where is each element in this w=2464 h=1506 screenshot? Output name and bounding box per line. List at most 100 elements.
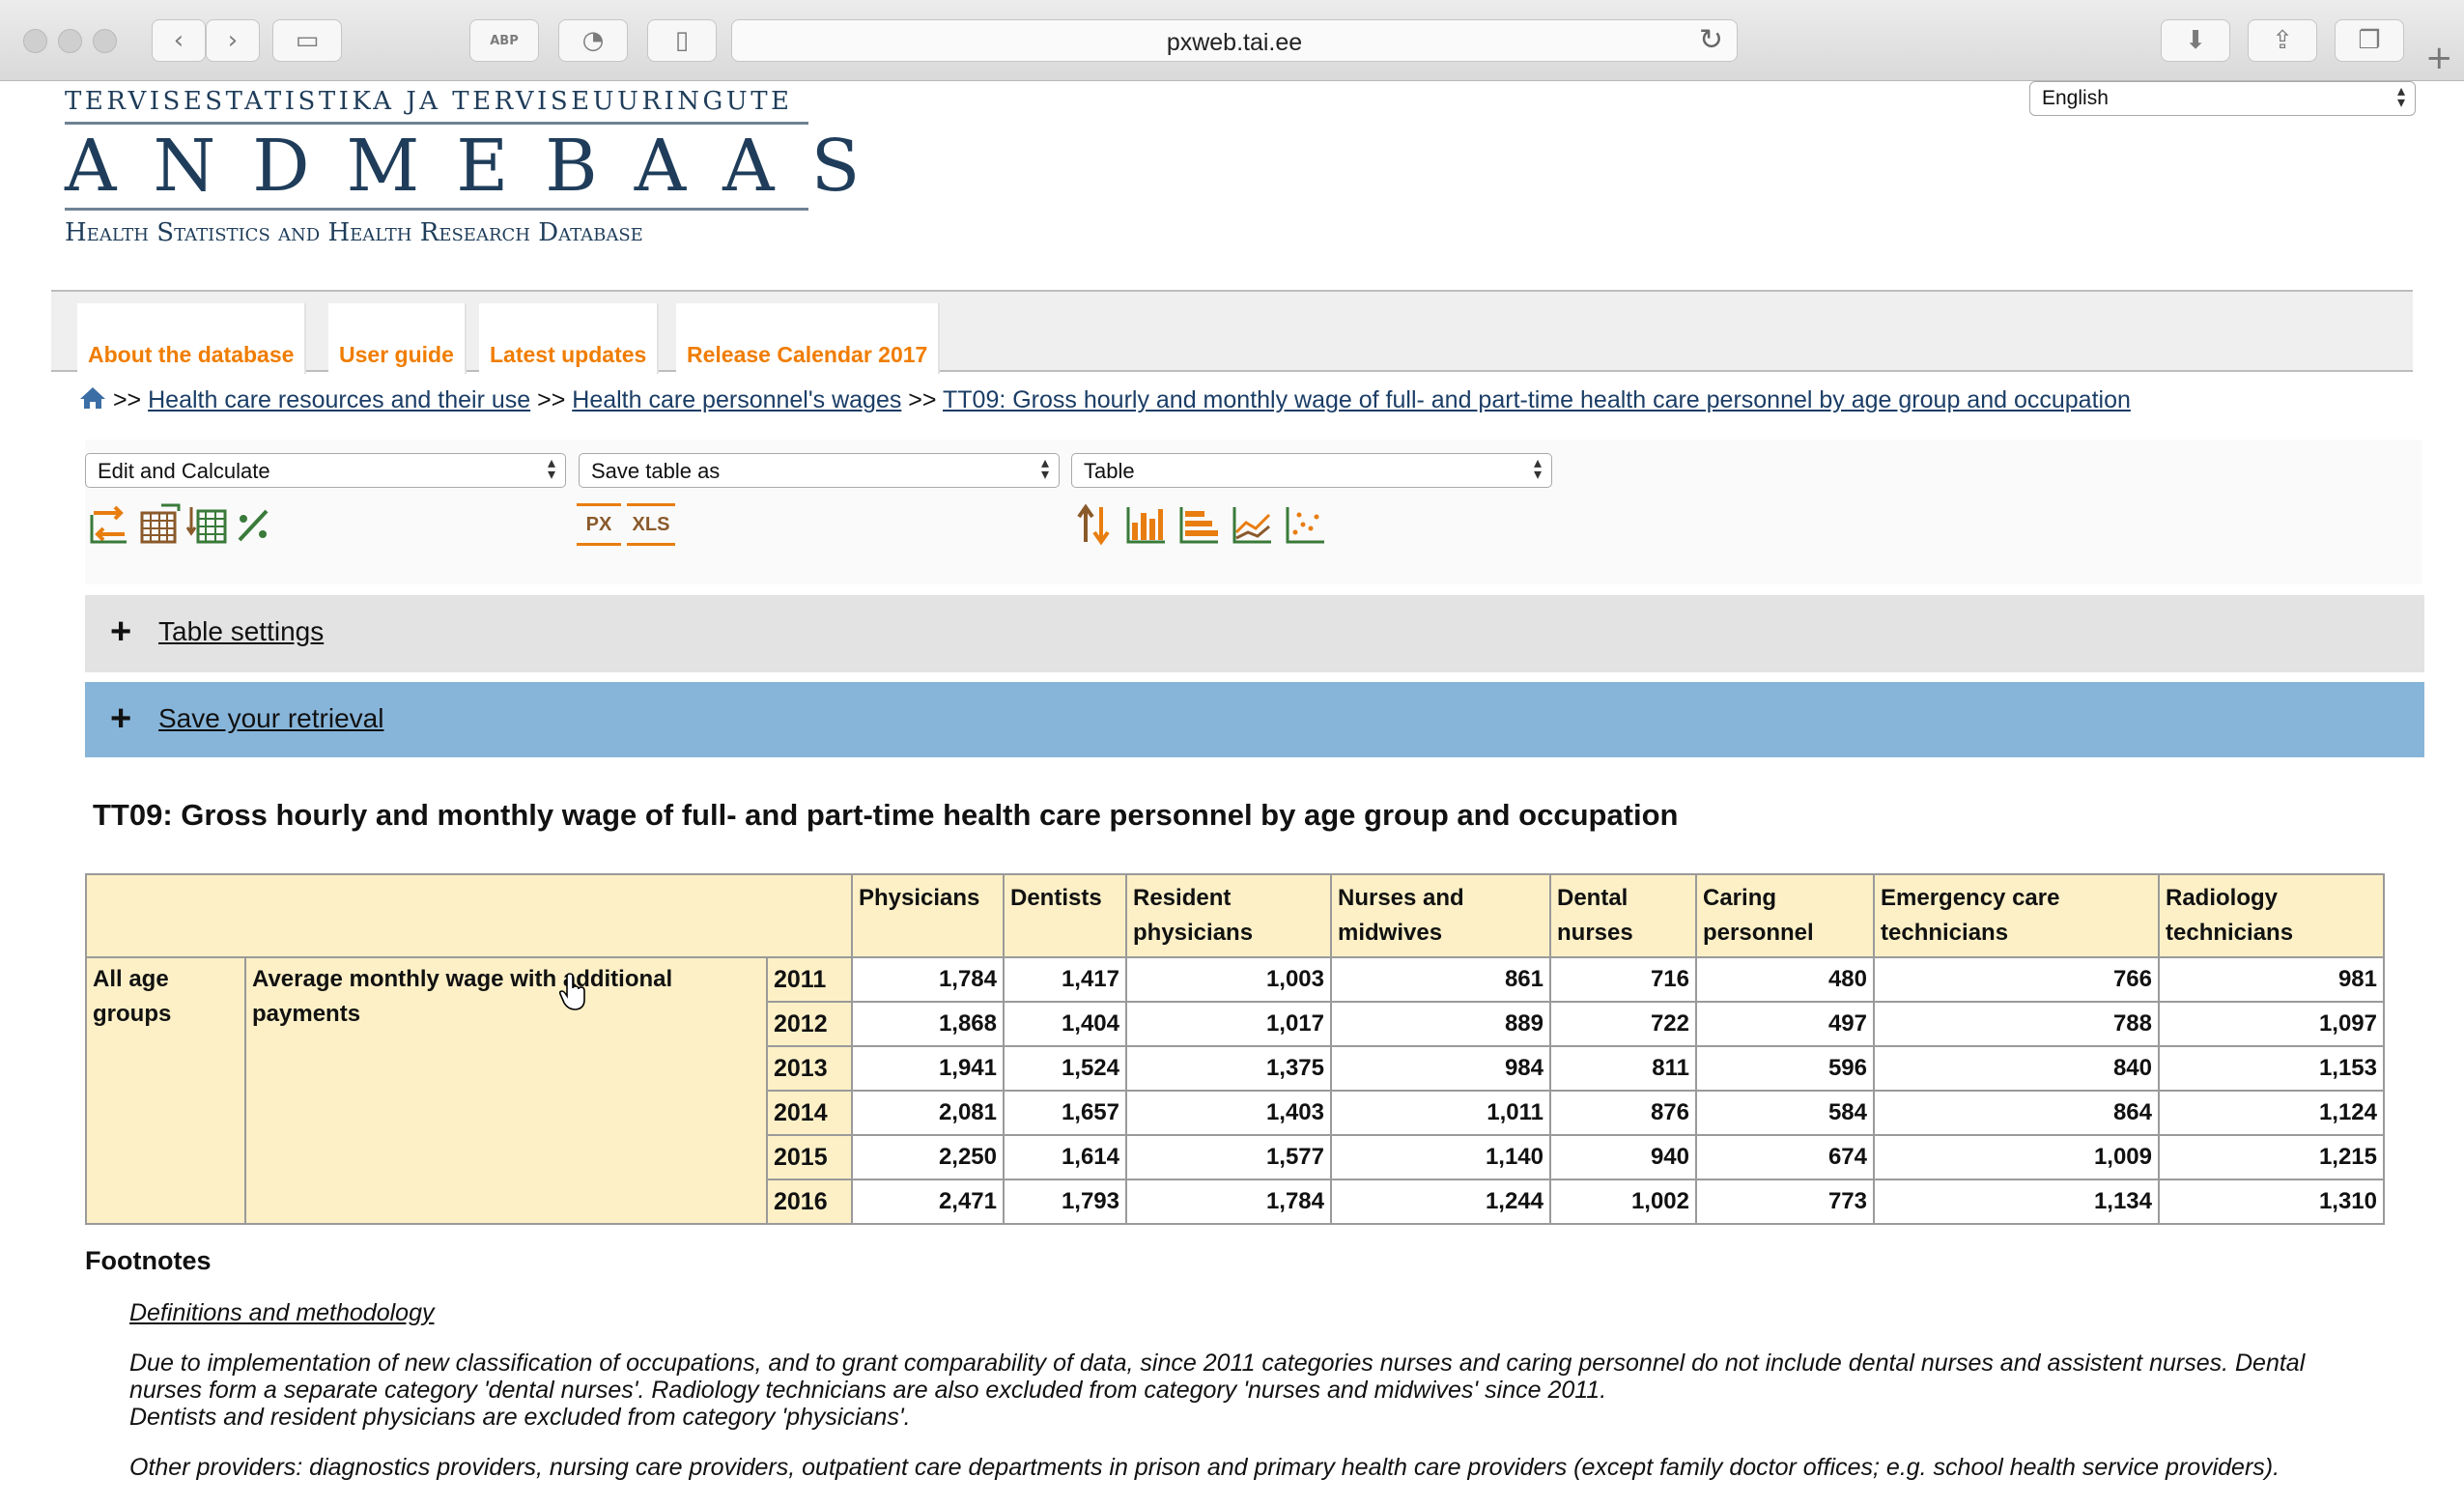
value-cell: 889 <box>1330 1001 1551 1047</box>
new-tab-icon[interactable]: + <box>2425 39 2453 77</box>
value-cell: 788 <box>1873 1001 2160 1047</box>
footnote-link-wrap: Definitions and methodology <box>129 1299 2380 1326</box>
view-value: Table <box>1084 459 1135 483</box>
table-row: 2012 1,868 1,404 1,017 889 722 497 788 1… <box>86 1001 2385 1047</box>
value-cell: 1,002 <box>1549 1179 1697 1225</box>
breadcrumb-link-resources[interactable]: Health care resources and their use <box>148 386 531 413</box>
breadcrumb-link-table[interactable]: TT09: Gross hourly and monthly wage of f… <box>943 386 2131 413</box>
value-cell: 1,097 <box>2158 1001 2385 1047</box>
download-icon[interactable]: ⬇ <box>2161 19 2230 62</box>
value-cell: 1,017 <box>1125 1001 1332 1047</box>
save-retrieval-panel[interactable]: + Save your retrieval <box>85 682 2424 757</box>
data-table: Physicians Dentists Resident physicians … <box>85 873 2385 1225</box>
value-cell: 861 <box>1330 956 1551 1003</box>
definitions-link[interactable]: Definitions and methodology <box>129 1299 435 1326</box>
value-cell: 1,403 <box>1125 1090 1332 1136</box>
nav-tab-release-calendar[interactable]: Release Calendar 2017 <box>676 303 941 374</box>
save-retrieval-link[interactable]: Save your retrieval <box>158 703 384 733</box>
column-header: Caring personnel <box>1695 873 1875 958</box>
footnote-text: Due to implementation of new classificat… <box>129 1350 2306 1404</box>
value-cell: 981 <box>2158 956 2385 1003</box>
forward-icon[interactable]: › <box>206 19 260 62</box>
nav-tab-user-guide[interactable]: User guide <box>328 303 467 374</box>
expand-plus-icon[interactable]: + <box>110 698 132 739</box>
value-cell: 1,614 <box>1003 1134 1127 1180</box>
language-select[interactable]: English ▴ ▾ <box>2029 81 2416 116</box>
back-icon[interactable]: ‹ <box>152 19 206 62</box>
minimize-window-button[interactable] <box>58 29 82 53</box>
home-icon[interactable] <box>79 386 106 410</box>
bar-chart-icon[interactable] <box>1124 503 1167 546</box>
table-calc-icon[interactable] <box>138 503 181 546</box>
nav-tab-about[interactable]: About the database <box>77 303 307 374</box>
value-cell: 584 <box>1695 1090 1875 1136</box>
column-header: Emergency care technicians <box>1873 873 2160 958</box>
year-cell: 2011 <box>766 956 853 1003</box>
value-cell: 1,868 <box>851 1001 1005 1047</box>
extension-icon[interactable]: ◔ <box>558 19 628 62</box>
close-window-button[interactable] <box>23 29 47 53</box>
column-header: Nurses and midwives <box>1330 873 1551 958</box>
footnote-text: Dentists and resident physicians are exc… <box>129 1404 911 1431</box>
breadcrumb: >> Health care resources and their use >… <box>79 386 2131 414</box>
value-cell: 1,153 <box>2158 1045 2385 1092</box>
year-cell: 2012 <box>766 1001 853 1047</box>
adblock-icon[interactable]: ABP <box>469 19 539 62</box>
breadcrumb-link-wages[interactable]: Health care personnel's wages <box>572 386 902 413</box>
edit-calculate-value: Edit and Calculate <box>98 459 270 483</box>
value-cell: 1,417 <box>1003 956 1127 1003</box>
value-cell: 876 <box>1549 1090 1697 1136</box>
stacked-bar-icon[interactable] <box>1177 503 1220 546</box>
value-cell: 766 <box>1873 956 2160 1003</box>
sidebar-icon[interactable]: ▭ <box>272 19 342 62</box>
reader-icon[interactable]: ▯ <box>647 19 717 62</box>
expand-plus-icon[interactable]: + <box>110 611 132 652</box>
view-select[interactable]: Table ▴ ▾ <box>1071 453 1552 488</box>
value-cell: 480 <box>1695 956 1875 1003</box>
site-logo[interactable]: Tervisestatistika ja terviseuuringute AN… <box>65 87 860 251</box>
select-arrows-icon: ▴ ▾ <box>2396 83 2405 111</box>
value-cell: 840 <box>1873 1045 2160 1092</box>
value-cell: 811 <box>1549 1045 1697 1092</box>
logo-line-top: Tervisestatistika ja terviseuuringute <box>65 87 808 125</box>
column-header: Physicians <box>851 873 1005 958</box>
hand-cursor-icon <box>558 973 585 1010</box>
table-row: 2016 2,471 1,793 1,784 1,244 1,002 773 1… <box>86 1179 2385 1225</box>
select-arrows-icon: ▴ ▾ <box>1040 455 1049 483</box>
breadcrumb-separator: >> <box>537 386 566 413</box>
table-settings-panel[interactable]: + Table settings <box>85 595 2424 672</box>
value-cell: 1,009 <box>1873 1134 2160 1180</box>
value-cell: 497 <box>1695 1001 1875 1047</box>
value-cell: 1,404 <box>1003 1001 1127 1047</box>
breadcrumb-separator: >> <box>908 386 937 413</box>
line-chart-icon[interactable] <box>1231 503 1273 546</box>
sort-table-icon[interactable] <box>1072 503 1115 546</box>
reload-icon[interactable]: ↻ <box>1698 23 1723 57</box>
year-cell: 2015 <box>766 1134 853 1180</box>
address-bar[interactable]: pxweb.tai.ee ↻ <box>731 19 1738 62</box>
table-settings-link[interactable]: Table settings <box>158 616 325 646</box>
save-table-value: Save table as <box>591 459 721 483</box>
value-cell: 1,375 <box>1125 1045 1332 1092</box>
percent-icon[interactable] <box>232 503 274 546</box>
save-xls-icon[interactable]: XLS <box>627 503 675 546</box>
age-group-cell: All age groups <box>85 956 246 1225</box>
value-cell: 864 <box>1873 1090 2160 1136</box>
save-xls-label: XLS <box>632 514 670 535</box>
share-icon[interactable]: ⇪ <box>2248 19 2317 62</box>
tabs-icon[interactable]: ❐ <box>2335 19 2404 62</box>
pivot-icon[interactable] <box>88 503 130 546</box>
adblock-label: ABP <box>490 33 519 48</box>
nav-tab-latest-updates[interactable]: Latest updates <box>479 303 660 374</box>
save-px-icon[interactable]: PX <box>577 503 621 546</box>
save-table-select[interactable]: Save table as ▴ ▾ <box>579 453 1060 488</box>
scatter-chart-icon[interactable] <box>1284 503 1326 546</box>
table-sort-icon[interactable] <box>186 503 229 546</box>
select-arrows-icon: ▴ ▾ <box>547 455 555 483</box>
value-cell: 2,471 <box>851 1179 1005 1225</box>
value-cell: 1,941 <box>851 1045 1005 1092</box>
column-header: Resident physicians <box>1125 873 1332 958</box>
edit-calculate-select[interactable]: Edit and Calculate ▴ ▾ <box>85 453 566 488</box>
zoom-window-button[interactable] <box>93 29 117 53</box>
corner-header <box>85 873 853 958</box>
